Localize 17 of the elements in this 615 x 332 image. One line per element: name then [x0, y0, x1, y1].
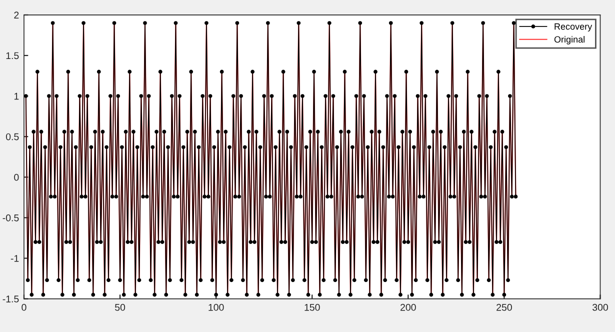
y-tick-label: -0.5 [2, 214, 19, 222]
y-tick-label: 2 [14, 12, 19, 18]
y-tick-label: 1.5 [6, 52, 19, 60]
x-tick-label: 100 [208, 304, 224, 311]
x-tick-label: 200 [400, 304, 416, 311]
x-tick-label: 0 [22, 304, 26, 311]
x-tick-label: 150 [304, 304, 320, 311]
y-tick-label: -1 [10, 255, 19, 262]
y-tick-label: 0 [14, 174, 19, 181]
legend-label: Recovery [554, 23, 592, 32]
y-tick-label: 0.5 [6, 133, 19, 140]
x-tick-label: 250 [496, 304, 512, 311]
x-tick-label: 50 [115, 304, 126, 311]
x-tick-label: 300 [592, 304, 608, 311]
legend-label: Original [554, 36, 584, 44]
y-tick-label: 1 [14, 92, 19, 100]
y-tick-label: -1.5 [2, 296, 19, 302]
